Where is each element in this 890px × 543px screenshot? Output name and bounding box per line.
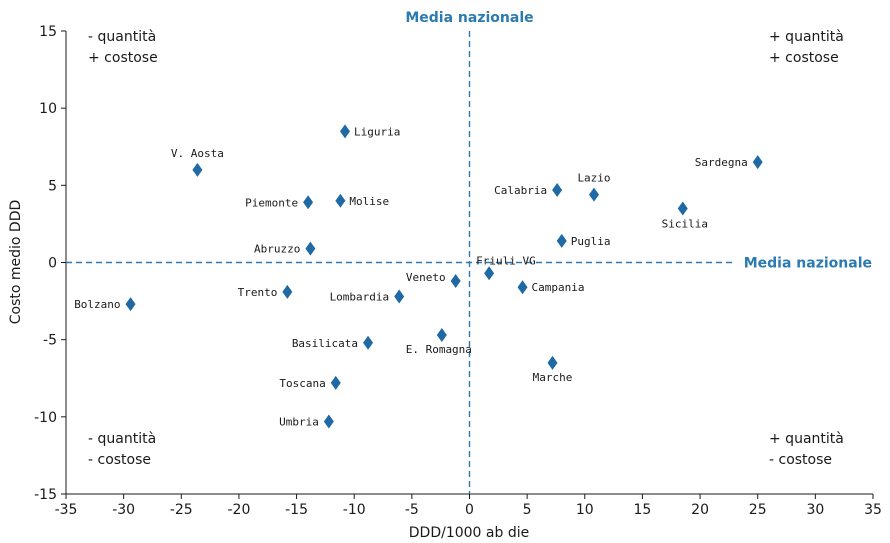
national-average-horizontal-label: Media nazionale bbox=[744, 256, 872, 272]
quadrant-labels: - quantità + costose + quantità + costose - … bbox=[88, 29, 844, 468]
y-axis-label: Costo medio DDD bbox=[8, 200, 24, 325]
data-point-veneto bbox=[450, 274, 461, 289]
data-label-piemonte: Piemonte bbox=[245, 196, 298, 209]
data-label-lombardia: Lombardia bbox=[330, 290, 390, 303]
x-tick-label: 20 bbox=[691, 502, 709, 518]
data-label-lazio: Lazio bbox=[577, 172, 610, 185]
quadrant-label-bottom-left: - costose bbox=[88, 452, 151, 468]
data-label-campania: Campania bbox=[532, 281, 585, 294]
data-label-basilicata: Basilicata bbox=[292, 337, 358, 350]
data-label-veneto: Veneto bbox=[406, 271, 446, 284]
data-point-umbria bbox=[323, 414, 334, 429]
data-point-campania bbox=[517, 280, 528, 295]
quadrant-label-bottom-right: + quantità bbox=[769, 431, 844, 447]
data-point-piemonte bbox=[303, 195, 314, 210]
x-tick-label: 0 bbox=[465, 502, 474, 518]
data-point-basilicata bbox=[363, 335, 374, 350]
data-label-abruzzo: Abruzzo bbox=[254, 243, 300, 256]
x-tick-label: 25 bbox=[749, 502, 767, 518]
y-tick-label: -15 bbox=[34, 487, 57, 503]
data-label-v-aosta: V. Aosta bbox=[171, 147, 224, 160]
quadrant-label-top-left: - quantità bbox=[88, 29, 156, 45]
quadrant-label-bottom-right: - costose bbox=[769, 452, 832, 468]
data-point-abruzzo bbox=[305, 241, 316, 256]
data-point-e-romagna bbox=[436, 328, 447, 343]
data-point-sardegna bbox=[752, 155, 763, 170]
data-point-sicilia bbox=[677, 201, 688, 216]
data-point-bolzano bbox=[125, 297, 136, 312]
data-point-trento bbox=[282, 284, 293, 299]
data-label-sardegna: Sardegna bbox=[695, 156, 748, 169]
x-tick-label: -10 bbox=[343, 502, 366, 518]
data-point-calabria bbox=[552, 182, 563, 197]
data-point-molise bbox=[335, 193, 346, 208]
data-label-toscana: Toscana bbox=[279, 377, 325, 390]
x-tick-label: -20 bbox=[227, 502, 250, 518]
data-point-toscana bbox=[330, 375, 341, 390]
y-tick-label: 5 bbox=[48, 178, 57, 194]
data-label-liguria: Liguria bbox=[354, 125, 400, 138]
y-tick-label: 10 bbox=[39, 101, 57, 117]
data-point-liguria bbox=[339, 124, 350, 139]
data-label-sicilia: Sicilia bbox=[662, 217, 708, 230]
x-tick-label: 35 bbox=[864, 502, 882, 518]
x-tick-label: -15 bbox=[285, 502, 308, 518]
data-point-marche bbox=[547, 355, 558, 370]
data-label-e-romagna: E. Romagna bbox=[406, 343, 472, 356]
y-tick-label: 0 bbox=[48, 256, 57, 272]
national-average-vertical-label: Media nazionale bbox=[405, 10, 533, 26]
data-point-puglia bbox=[556, 233, 567, 248]
y-tick-label: -5 bbox=[43, 333, 57, 349]
data-label-friuli-vg: Friuli VG bbox=[476, 254, 536, 267]
quadrant-label-top-right: + costose bbox=[769, 50, 839, 66]
quadrant-label-top-left: + costose bbox=[88, 50, 158, 66]
x-tick-label: -35 bbox=[55, 502, 78, 518]
quadrant-label-top-right: + quantità bbox=[769, 29, 844, 45]
reference-lines: Media nazionale Media nazionale bbox=[66, 10, 872, 494]
data-point-lombardia bbox=[394, 289, 405, 304]
data-label-bolzano: Bolzano bbox=[74, 298, 120, 311]
x-tick-label: 15 bbox=[634, 502, 652, 518]
x-tick-label: -30 bbox=[112, 502, 135, 518]
data-point-v-aosta bbox=[192, 162, 203, 177]
y-tick-label: 15 bbox=[39, 24, 57, 40]
x-tick-label: 5 bbox=[523, 502, 532, 518]
y-tick-label: -10 bbox=[34, 410, 57, 426]
data-label-puglia: Puglia bbox=[571, 235, 611, 248]
axes: -35 -30 -25 -20 -15 -10 -5 0 5 10 15 20 25 30 35 -15 -10… bbox=[34, 24, 882, 518]
x-axis-label: DDD/1000 ab die bbox=[409, 525, 529, 541]
data-point-lazio bbox=[589, 187, 600, 202]
x-tick-label: 30 bbox=[806, 502, 824, 518]
data-point-friuli-vg bbox=[484, 266, 495, 281]
x-tick-label: 10 bbox=[576, 502, 594, 518]
data-label-umbria: Umbria bbox=[279, 415, 319, 428]
x-tick-label: -5 bbox=[405, 502, 419, 518]
x-tick-label: -25 bbox=[170, 502, 193, 518]
data-label-trento: Trento bbox=[238, 286, 278, 299]
quadrant-label-bottom-left: - quantità bbox=[88, 431, 156, 447]
data-label-calabria: Calabria bbox=[494, 184, 547, 197]
data-points: Liguria V. Aosta Piemonte Molise Abruzzo Tren… bbox=[74, 124, 763, 429]
data-label-molise: Molise bbox=[349, 195, 389, 208]
data-label-marche: Marche bbox=[533, 371, 573, 384]
